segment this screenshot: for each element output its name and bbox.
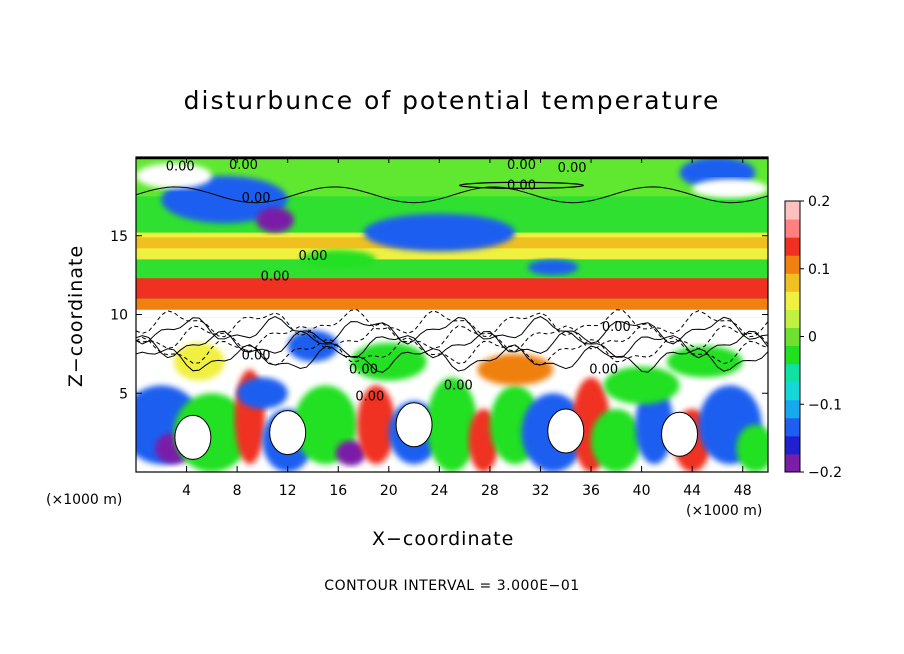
x-tick-label: 16 [329, 483, 347, 499]
vortex-core [174, 414, 212, 460]
contour-interval-note: CONTOUR INTERVAL = 3.000E−01 [324, 578, 580, 594]
field-blob [692, 179, 768, 198]
colorbar-segment [785, 363, 800, 383]
field-blob [527, 259, 579, 276]
field-blob [603, 366, 680, 405]
contour-label: 0.00 [229, 158, 258, 173]
x-tick-label: 12 [279, 483, 297, 499]
contour-label: 0.00 [507, 178, 536, 193]
field-blob [357, 385, 396, 465]
contour-label: 0.00 [558, 161, 587, 176]
colorbar-segment [785, 255, 800, 274]
colorbar-tick-label: 0.2 [808, 194, 830, 210]
y-axis-label: Z−coordinate [65, 244, 87, 388]
band-orange [136, 298, 768, 310]
x-tick-label: 44 [683, 483, 701, 499]
field-blob [591, 409, 642, 472]
vortex-core [395, 402, 433, 448]
contour-label: 0.00 [242, 348, 271, 363]
contour-label: 0.00 [444, 378, 473, 393]
contour-line [136, 330, 768, 359]
vortex-core [269, 410, 307, 456]
field-blob [237, 377, 288, 409]
contour-label: 0.00 [298, 249, 327, 264]
field-blob [161, 175, 288, 224]
colorbar-segment [785, 345, 800, 365]
band-red [136, 278, 768, 299]
field-blob [335, 440, 367, 466]
contour-label: 0.00 [589, 363, 618, 378]
chart-title: disturbunce of potential temperature [183, 86, 721, 115]
colorbar-segment [785, 435, 800, 455]
colorbar-segment [785, 381, 800, 401]
contour-label: 0.00 [355, 389, 384, 404]
colorbar-segment [785, 219, 800, 238]
colorbar-segment [785, 201, 800, 220]
colorbar-segment [785, 273, 800, 292]
contour-label: 0.00 [349, 363, 378, 378]
contour-line [458, 181, 585, 189]
colorbar-segment [785, 309, 800, 328]
colorbar-tick-label: 0.1 [808, 262, 830, 278]
field-blob [363, 213, 516, 252]
field-blob [300, 249, 377, 269]
x-axis-label: X−coordinate [372, 528, 515, 550]
colorbar-segment [785, 453, 800, 473]
contour-line [136, 322, 768, 352]
field-blob [426, 377, 478, 472]
field-blob [477, 353, 554, 386]
x-tick-label: 20 [380, 483, 398, 499]
field-blob [287, 330, 339, 362]
x-tick-label: 28 [481, 483, 499, 499]
x-unit-right: (×1000 m) [686, 503, 763, 519]
contour-line [136, 315, 768, 345]
colorbar-tick-label: −0.1 [808, 397, 842, 413]
contour-line [136, 336, 768, 367]
field-blob [256, 207, 294, 233]
y-tick-label: 15 [110, 229, 128, 245]
contour-label: 0.00 [242, 191, 271, 206]
colorbar-tick-label: −0.2 [808, 465, 842, 481]
colorbar-segment [785, 399, 800, 419]
x-tick-label: 40 [633, 483, 651, 499]
field-blob [736, 424, 768, 472]
field-blob [136, 163, 212, 189]
colorbar-segment [785, 417, 800, 437]
contour-label: 0.00 [166, 159, 195, 174]
x-tick-label: 48 [734, 483, 752, 499]
y-tick-label: 10 [110, 308, 128, 324]
field-blob [173, 342, 225, 381]
x-unit-left: (×1000 m) [46, 492, 123, 508]
y-tick-label: 5 [119, 386, 128, 402]
x-tick-label: 8 [233, 483, 242, 499]
colorbar-segment [785, 291, 800, 310]
contour-label: 0.00 [261, 270, 290, 285]
band-white-top [136, 309, 768, 318]
colorbar-tick-label: 0 [808, 330, 817, 346]
x-tick-label: 32 [532, 483, 550, 499]
vortex-core [547, 408, 585, 454]
vortex-core [661, 411, 699, 457]
colorbar-segment [785, 327, 800, 347]
x-tick-label: 24 [430, 483, 448, 499]
contour-label: 0.00 [507, 158, 536, 173]
contour-label: 0.00 [602, 320, 631, 335]
x-tick-label: 36 [582, 483, 600, 499]
colorbar-segment [785, 237, 800, 256]
x-tick-label: 4 [182, 483, 191, 499]
contour-line [136, 186, 768, 204]
